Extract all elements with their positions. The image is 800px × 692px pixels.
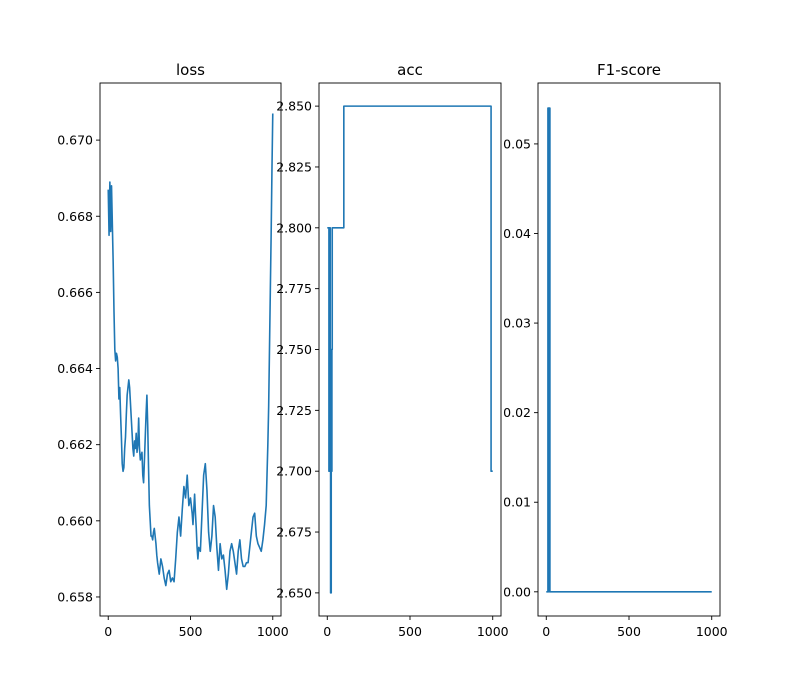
acc-subplot: acc 0 500 1000 2.650 2.675 2.700 2.725 2.750 2.7… <box>276 61 508 639</box>
f1-score-y-tick-label: 0.04 <box>503 226 531 241</box>
acc-y-tick-label: 2.775 <box>276 281 312 296</box>
f1-score-x-tick-label: 500 <box>617 624 641 639</box>
loss-x-tick-label: 0 <box>104 624 112 639</box>
f1-score-subplot: F1-score 0 500 1000 0.00 0.01 0.02 0.03 0.04 0.0… <box>503 61 728 639</box>
loss-series-line <box>107 113 274 591</box>
f1-score-y-tick-label: 0.05 <box>503 136 531 151</box>
loss-y-tick-label: 0.668 <box>57 209 93 224</box>
f1-score-x-tick-label: 1000 <box>696 624 728 639</box>
loss-y-tick-label: 0.658 <box>57 589 93 604</box>
acc-title: acc <box>397 61 423 79</box>
acc-y-tick-label: 2.700 <box>276 464 312 479</box>
acc-y-tick-label: 2.725 <box>276 403 312 418</box>
loss-subplot: loss 0 500 1000 0.658 0.660 0.662 0.664 0.666 0.… <box>57 61 289 639</box>
acc-x-tick-label: 1000 <box>477 624 509 639</box>
acc-y-tick-label: 2.800 <box>276 220 312 235</box>
loss-title: loss <box>176 61 205 79</box>
f1-score-y-tick-label: 0.02 <box>503 405 531 420</box>
acc-series-line <box>327 105 493 594</box>
acc-y-tick-label: 2.825 <box>276 159 312 174</box>
acc-y-tick-label: 2.675 <box>276 525 312 540</box>
f1-score-series-line <box>546 107 712 593</box>
loss-y-tick-label: 0.664 <box>57 361 93 376</box>
acc-x-tick-label: 500 <box>398 624 422 639</box>
acc-x-tick-label: 0 <box>323 624 331 639</box>
loss-y-tick-label: 0.660 <box>57 513 93 528</box>
acc-y-tick-label: 2.850 <box>276 99 312 114</box>
loss-x-tick-label: 500 <box>179 624 203 639</box>
loss-x-tick-label: 1000 <box>257 624 289 639</box>
f1-score-y-tick-label: 0.01 <box>503 495 531 510</box>
f1-score-x-tick-label: 0 <box>542 624 550 639</box>
f1-score-y-tick-label: 0.00 <box>503 584 531 599</box>
acc-y-tick-label: 2.650 <box>276 585 312 600</box>
loss-y-tick-label: 0.662 <box>57 437 93 452</box>
f1-score-y-tick-label: 0.03 <box>503 316 531 331</box>
loss-y-tick-label: 0.670 <box>57 133 93 148</box>
f1-score-title: F1-score <box>597 61 661 79</box>
acc-y-tick-label: 2.750 <box>276 342 312 357</box>
loss-y-tick-label: 0.666 <box>57 285 93 300</box>
